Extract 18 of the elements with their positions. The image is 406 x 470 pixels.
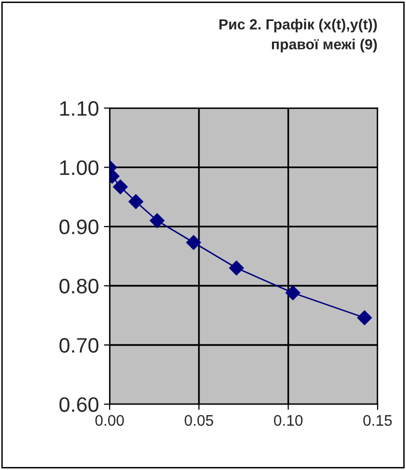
- point: [128, 194, 144, 210]
- x-tick-label: 0.15: [363, 415, 392, 426]
- y-tick-label: 0.70: [59, 338, 98, 353]
- y-tick-label: 0.80: [59, 278, 98, 294]
- point: [286, 285, 300, 300]
- y-tick-label: 0.60: [59, 397, 98, 412]
- point: [229, 260, 244, 276]
- x-tick-label: 0.10: [274, 415, 303, 426]
- y-tick-label: 1.10: [60, 101, 98, 116]
- point: [150, 213, 165, 228]
- y-tick-label: 1.00: [60, 160, 98, 176]
- point: [357, 310, 372, 326]
- y-tick-label: 0.90: [59, 220, 98, 234]
- point: [186, 235, 201, 250]
- x-tick-label: 0.00: [95, 415, 124, 426]
- point: [112, 179, 128, 194]
- x-tick-label: 0.05: [184, 415, 214, 426]
- chart-title: Рис 2. Графік (x(t),y(t)) правої межі (9): [219, 18, 377, 52]
